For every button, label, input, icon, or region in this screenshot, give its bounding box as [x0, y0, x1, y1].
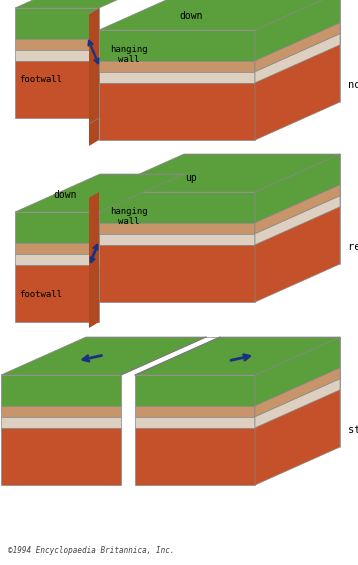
Text: normal fault: normal fault [348, 80, 358, 90]
Polygon shape [99, 154, 340, 192]
Text: down: down [179, 11, 203, 21]
Text: up: up [185, 173, 197, 183]
Text: footwall: footwall [19, 75, 62, 84]
Polygon shape [255, 0, 340, 140]
Polygon shape [15, 50, 99, 61]
Polygon shape [15, 8, 99, 39]
Polygon shape [99, 234, 255, 245]
Polygon shape [255, 196, 340, 245]
Polygon shape [15, 265, 99, 322]
Text: down: down [54, 190, 77, 200]
Polygon shape [15, 254, 99, 265]
Polygon shape [99, 245, 255, 302]
Polygon shape [99, 83, 255, 140]
Polygon shape [255, 23, 340, 72]
Polygon shape [99, 0, 340, 30]
Polygon shape [1, 417, 121, 428]
Polygon shape [135, 375, 255, 406]
Polygon shape [255, 34, 340, 83]
Text: ©1994 Encyclopaedia Britannica, Inc.: ©1994 Encyclopaedia Britannica, Inc. [8, 546, 174, 555]
Polygon shape [135, 337, 340, 375]
Polygon shape [99, 72, 255, 83]
Polygon shape [15, 39, 99, 50]
Polygon shape [255, 337, 340, 406]
Polygon shape [1, 375, 121, 406]
Polygon shape [1, 406, 121, 417]
Polygon shape [99, 61, 255, 72]
Polygon shape [15, 61, 99, 118]
Polygon shape [255, 379, 340, 428]
Polygon shape [99, 30, 255, 61]
Polygon shape [1, 337, 206, 375]
Polygon shape [255, 185, 340, 234]
Polygon shape [1, 428, 121, 485]
Polygon shape [89, 192, 99, 308]
Polygon shape [89, 30, 99, 146]
Text: hanging
wall: hanging wall [110, 45, 148, 64]
Polygon shape [135, 417, 255, 428]
Polygon shape [15, 0, 184, 8]
Polygon shape [15, 174, 184, 212]
Polygon shape [15, 243, 99, 254]
Polygon shape [135, 406, 255, 417]
Polygon shape [255, 154, 340, 302]
Polygon shape [99, 223, 255, 234]
Polygon shape [255, 337, 340, 485]
Polygon shape [89, 8, 99, 124]
Polygon shape [255, 154, 340, 223]
Text: strike-slip fault: strike-slip fault [348, 425, 358, 435]
Polygon shape [255, 368, 340, 417]
Polygon shape [15, 212, 99, 243]
Text: footwall: footwall [19, 290, 62, 299]
Polygon shape [89, 212, 99, 328]
Polygon shape [255, 0, 340, 61]
Polygon shape [99, 192, 255, 223]
Text: reverse fault: reverse fault [348, 242, 358, 252]
Text: hanging
wall: hanging wall [110, 206, 148, 226]
Polygon shape [135, 428, 255, 485]
